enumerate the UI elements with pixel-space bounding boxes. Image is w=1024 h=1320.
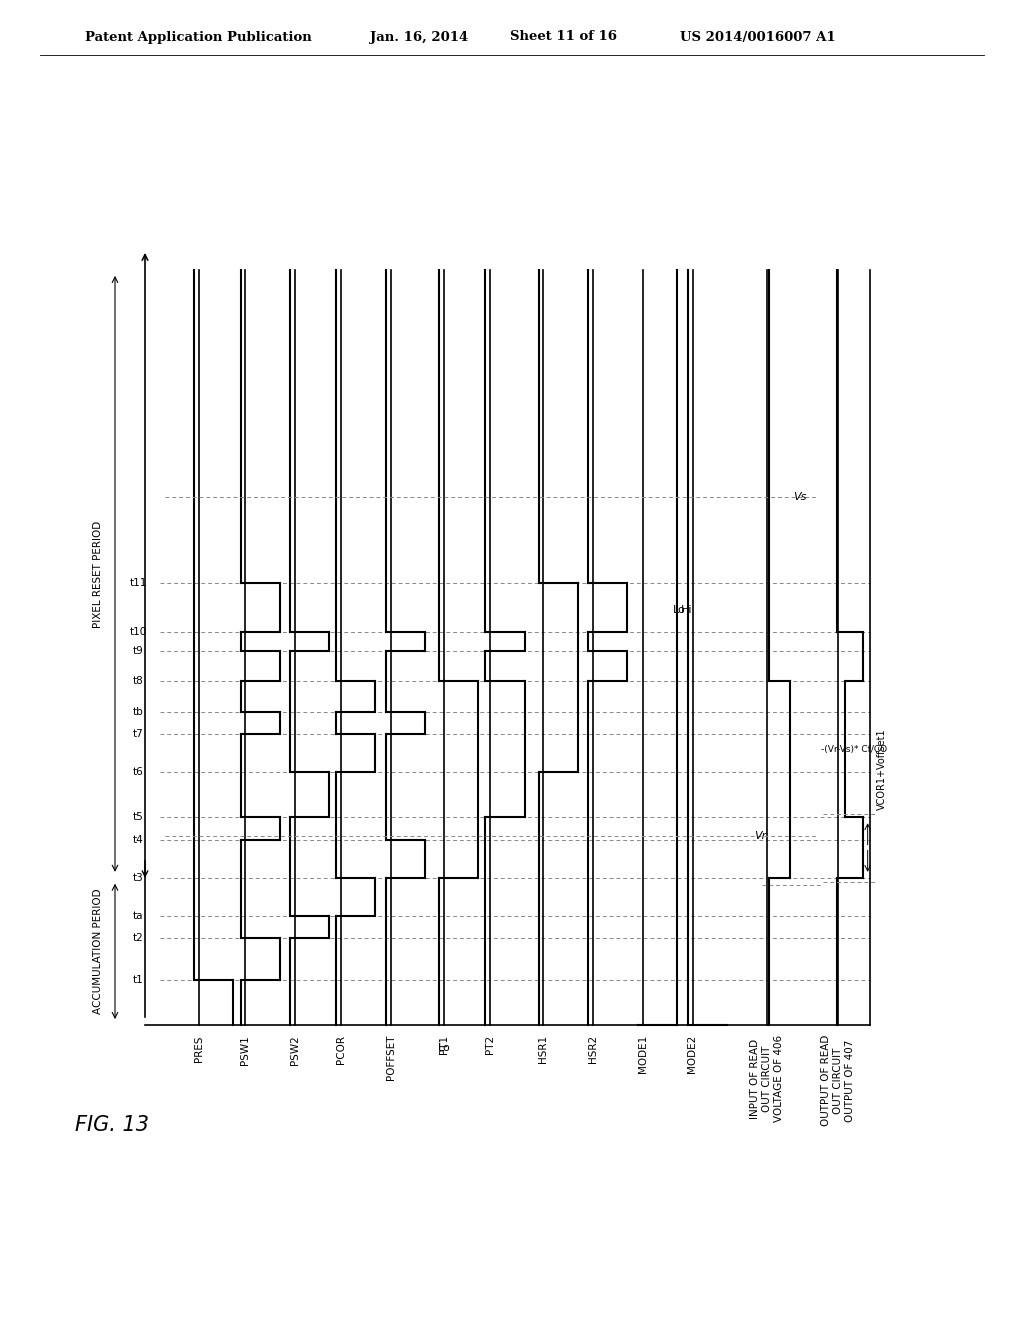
Text: t10: t10 <box>129 627 146 638</box>
Text: Lo: Lo <box>673 605 686 615</box>
Text: t3: t3 <box>133 873 143 883</box>
Text: PT1: PT1 <box>439 1035 449 1055</box>
Text: Vs: Vs <box>793 491 806 502</box>
Text: t4: t4 <box>133 836 143 845</box>
Text: t6: t6 <box>133 767 143 777</box>
Text: Lo: Lo <box>437 1043 451 1053</box>
Text: t2: t2 <box>133 933 143 944</box>
Text: HSR1: HSR1 <box>539 1035 549 1063</box>
Text: PSW1: PSW1 <box>241 1035 250 1065</box>
Text: HSR2: HSR2 <box>588 1035 598 1063</box>
Text: t7: t7 <box>133 730 143 739</box>
Text: OUTPUT OF READ
OUT CIRCUIT
OUTPUT OF 407: OUTPUT OF READ OUT CIRCUIT OUTPUT OF 407 <box>821 1035 855 1126</box>
Text: t5: t5 <box>133 812 143 822</box>
Text: PSW2: PSW2 <box>290 1035 300 1065</box>
Text: MODE1: MODE1 <box>638 1035 648 1073</box>
Text: t11: t11 <box>129 578 146 589</box>
Text: t8: t8 <box>133 676 143 686</box>
Text: tb: tb <box>133 706 143 717</box>
Text: -(Vr-Vs)* Cf/CO: -(Vr-Vs)* Cf/CO <box>821 744 887 754</box>
Text: Jan. 16, 2014: Jan. 16, 2014 <box>370 30 468 44</box>
Text: Sheet 11 of 16: Sheet 11 of 16 <box>510 30 617 44</box>
Text: FIG. 13: FIG. 13 <box>75 1115 150 1135</box>
Text: t1: t1 <box>133 974 143 985</box>
Text: ta: ta <box>133 911 143 920</box>
Text: MODE2: MODE2 <box>687 1035 697 1073</box>
Text: PRES: PRES <box>195 1035 204 1061</box>
Text: POFFSET: POFFSET <box>386 1035 395 1081</box>
Text: Hi: Hi <box>681 605 692 615</box>
Text: VCOR1+Voffset1: VCOR1+Voffset1 <box>878 729 888 810</box>
Text: PCOR: PCOR <box>336 1035 346 1064</box>
Text: Vr: Vr <box>754 832 766 841</box>
Text: INPUT OF READ
OUT CIRCUIT
VOLTAGE OF 406: INPUT OF READ OUT CIRCUIT VOLTAGE OF 406 <box>751 1035 783 1122</box>
Text: t9: t9 <box>133 647 143 656</box>
Text: PIXEL RESET PERIOD: PIXEL RESET PERIOD <box>93 520 103 627</box>
Text: US 2014/0016007 A1: US 2014/0016007 A1 <box>680 30 836 44</box>
Text: Patent Application Publication: Patent Application Publication <box>85 30 311 44</box>
Text: PT2: PT2 <box>485 1035 496 1055</box>
Text: ACCUMULATION PERIOD: ACCUMULATION PERIOD <box>93 888 103 1014</box>
